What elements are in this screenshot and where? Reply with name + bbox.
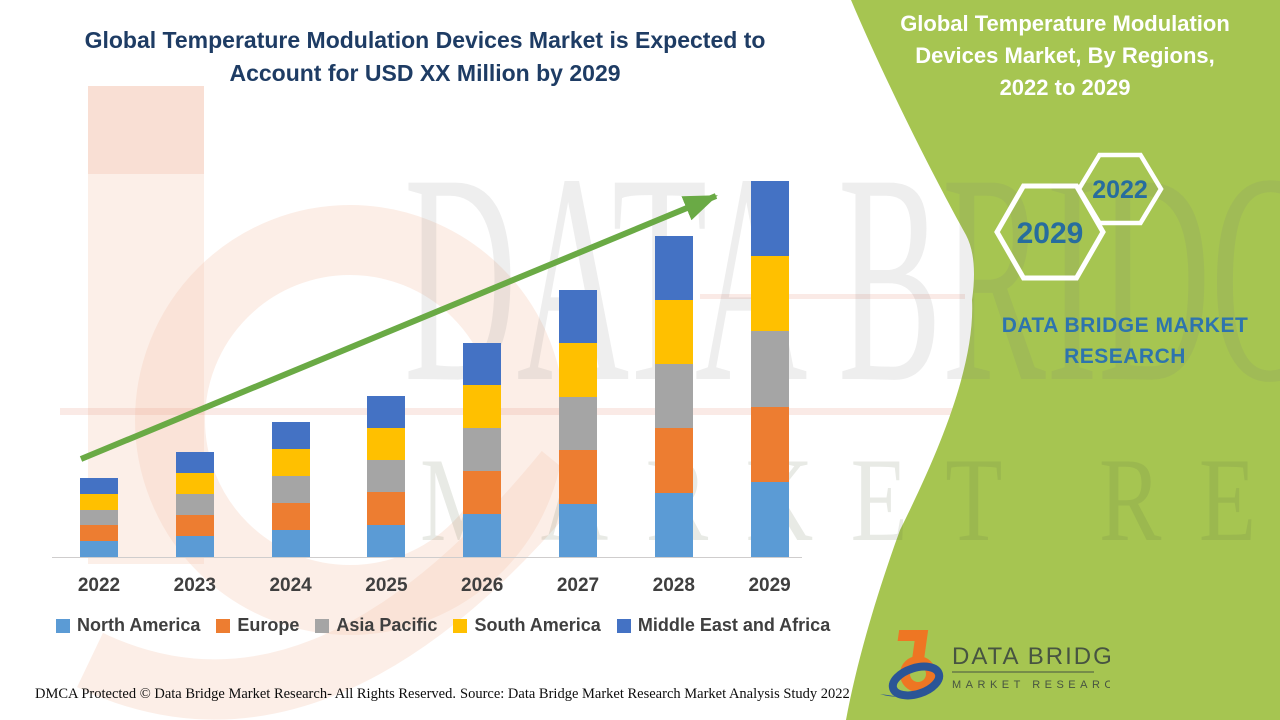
bar-2025 <box>367 395 406 557</box>
bar-segment-middle-east-and-africa <box>559 290 597 344</box>
bar-segment-asia-pacific <box>80 509 118 526</box>
chart-title: Global Temperature Modulation Devices Ma… <box>84 27 766 86</box>
bar-segment-south-america <box>654 299 693 365</box>
bar-segment-north-america <box>271 529 310 557</box>
bar-segment-north-america <box>367 524 406 557</box>
bar-segment-middle-east-and-africa <box>463 342 502 386</box>
bar-segment-europe <box>175 514 214 536</box>
bar-segment-europe <box>750 406 789 482</box>
legend-item-europe: Europe <box>216 615 299 636</box>
bar-segment-europe <box>654 428 693 493</box>
bar-segment-asia-pacific <box>750 331 789 407</box>
dbmr-logo-title: DATA BRIDGE <box>952 643 1110 670</box>
legend-swatch-middle-east-and-africa <box>616 618 631 633</box>
bar-segment-asia-pacific <box>463 428 502 472</box>
legend-swatch-south-america <box>453 618 468 633</box>
bar-segment-europe <box>80 525 118 542</box>
x-axis-label-2022: 2022 <box>77 575 121 596</box>
legend-item-south-america: South America <box>453 615 601 636</box>
x-axis-label-2026: 2026 <box>461 575 504 596</box>
bar-segment-europe <box>463 471 502 515</box>
legend-label-south-america: South America <box>474 615 601 635</box>
dmca-notice: DMCA Protected © Data Bridge Market Rese… <box>35 686 456 702</box>
x-axis-label-2028: 2028 <box>652 575 695 596</box>
legend-label-asia-pacific: Asia Pacific <box>336 615 438 635</box>
legend-label-europe: Europe <box>237 615 300 635</box>
bar-segment-middle-east-and-africa <box>175 451 214 473</box>
x-axis-label-2027: 2027 <box>556 575 600 596</box>
bar-2028 <box>654 235 693 557</box>
bar-2027 <box>559 290 597 557</box>
bar-2026 <box>463 342 502 557</box>
bar-segment-south-america <box>463 385 502 429</box>
sidebar-title: Global Temperature Modulation Devices Ma… <box>900 11 1230 100</box>
legend-swatch-north-america <box>56 618 70 633</box>
legend-item-middle-east-and-africa: Middle East and Africa <box>616 615 831 636</box>
bar-2022 <box>80 478 118 557</box>
bar-segment-middle-east-and-africa <box>654 235 693 300</box>
x-axis-label-2029: 2029 <box>748 575 791 596</box>
dbmr-logo-mark <box>880 630 944 700</box>
bar-2023 <box>175 451 214 557</box>
chart-legend: North America Europe Asia Pacific South Ame… <box>56 615 830 636</box>
bar-segment-europe <box>559 450 597 504</box>
bar-segment-south-america <box>80 493 118 510</box>
bar-segment-north-america <box>559 503 597 557</box>
sidebar-brand-text: DATA BRIDGE MARKET RESEARCH <box>1001 314 1249 368</box>
bar-segment-asia-pacific <box>367 460 406 493</box>
bar-segment-middle-east-and-africa <box>271 421 310 449</box>
dbmr-logo-subtitle: MARKET RESEARCH <box>952 679 1110 691</box>
bar-segment-asia-pacific <box>654 364 693 429</box>
bar-segment-middle-east-and-africa <box>80 478 118 494</box>
bar-segment-north-america <box>654 492 693 557</box>
legend-item-asia-pacific: Asia Pacific <box>315 615 437 636</box>
bar-segment-europe <box>367 492 406 525</box>
bar-segment-asia-pacific <box>559 396 597 451</box>
bar-2024 <box>271 421 310 557</box>
bar-segment-south-america <box>559 343 597 397</box>
bar-segment-north-america <box>175 535 214 557</box>
bar-segment-middle-east-and-africa <box>750 181 789 257</box>
bar-segment-south-america <box>367 427 406 461</box>
bar-segment-middle-east-and-africa <box>367 395 406 428</box>
bar-2029 <box>750 181 789 557</box>
bar-segment-north-america <box>80 541 118 557</box>
bar-segment-south-america <box>750 256 789 332</box>
x-axis-line <box>52 557 802 558</box>
bar-segment-north-america <box>750 481 789 557</box>
legend-swatch-asia-pacific <box>315 618 330 633</box>
legend-label-middle-east-and-africa: Middle East and Africa <box>637 615 831 635</box>
x-axis-label-2025: 2025 <box>365 575 408 596</box>
bar-segment-south-america <box>175 472 214 494</box>
bar-segment-europe <box>271 502 310 530</box>
bar-segment-north-america <box>463 514 502 557</box>
bar-segment-asia-pacific <box>175 493 214 515</box>
bar-segment-asia-pacific <box>271 475 310 503</box>
legend-item-north-america: North America <box>56 615 200 636</box>
x-axis-label-2023: 2023 <box>173 575 216 596</box>
dbmr-logo: DATA BRIDGE MARKET RESEARCH <box>880 630 1110 700</box>
legend-swatch-europe <box>216 618 231 633</box>
x-axis-label-2024: 2024 <box>269 575 312 596</box>
source-note: Source: Data Bridge Market Research Mark… <box>460 686 850 702</box>
bar-segment-south-america <box>271 448 310 476</box>
legend-label-north-america: North America <box>77 615 201 635</box>
